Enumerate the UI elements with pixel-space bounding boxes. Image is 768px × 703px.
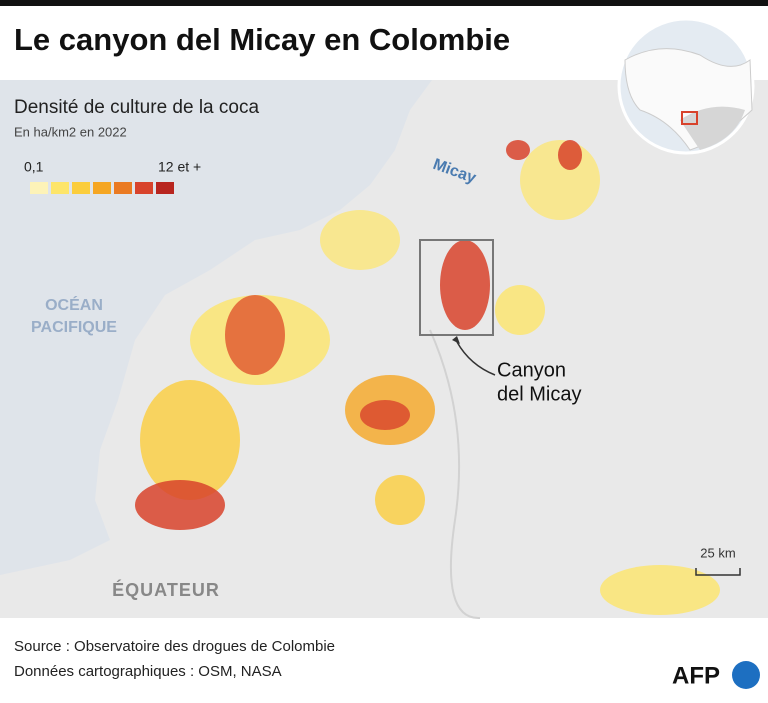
legend-swatch — [156, 182, 174, 194]
ocean-label: PACIFIQUE — [31, 319, 117, 336]
inset-globe — [617, 17, 755, 155]
legend-swatch — [93, 182, 111, 194]
map-data-credit: Données cartographiques : OSM, NASA — [14, 663, 282, 680]
title: Le canyon del Micay en Colombie — [14, 22, 510, 57]
coca-areas — [135, 140, 720, 615]
legend-min: 0,1 — [24, 159, 44, 175]
scale-label: 25 km — [700, 545, 735, 560]
arrow-head — [452, 336, 460, 344]
callout-arrow — [456, 341, 496, 376]
logo-text: AFP — [672, 662, 720, 689]
logo-circle — [732, 661, 760, 689]
callout-label: Canyon — [497, 359, 566, 381]
legend-swatch — [114, 182, 132, 194]
legend-subtitle: En ha/km2 en 2022 — [14, 124, 127, 139]
legend-swatch — [51, 182, 69, 194]
scale-bar — [695, 568, 741, 576]
source: Source : Observatoire des drogues de Col… — [14, 638, 335, 655]
legend-swatch — [135, 182, 153, 194]
legend-swatches — [30, 182, 174, 194]
afp-logo: AFP — [672, 661, 760, 689]
callout-label: del Micay — [497, 383, 581, 405]
focus-box — [419, 239, 494, 336]
sea — [0, 80, 432, 575]
country-label: ÉQUATEUR — [112, 579, 220, 600]
legend-swatch — [30, 182, 48, 194]
legend-swatch — [72, 182, 90, 194]
legend-max: 12 et + — [158, 159, 201, 175]
ocean-label: OCÉAN — [45, 295, 103, 314]
valley — [429, 329, 481, 620]
legend-title: Densité de culture de la coca — [14, 97, 259, 118]
top-bar — [0, 0, 768, 6]
map: Micay OCÉAN PACIFIQUE Canyon del Micay É… — [0, 80, 768, 620]
